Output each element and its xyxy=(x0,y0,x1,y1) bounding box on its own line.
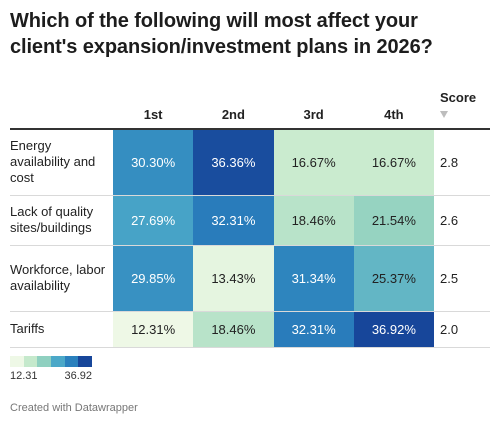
score-cell: 2.8 xyxy=(440,154,459,170)
row-label: Workforce, labor availability xyxy=(10,262,106,293)
legend-swatch xyxy=(51,356,65,367)
legend-swatch xyxy=(23,356,38,367)
column-header-1st: 1st xyxy=(143,107,163,122)
sort-arrow-icon[interactable] xyxy=(440,111,448,118)
heatmap-cell: 25.37% xyxy=(353,245,434,311)
heatmap-cell: 32.31% xyxy=(193,195,274,245)
heatmap-cell: 31.34% xyxy=(273,245,354,311)
heatmap-body: Energy availability and cost 30.30% 36.36%… xyxy=(10,129,490,347)
score-header-label: Score xyxy=(440,90,477,105)
table-row: Workforce, labor availability 29.85% 13.43… xyxy=(10,245,490,311)
footer-credit: Created with Datawrapper xyxy=(10,402,138,414)
legend-labels: 12.31 36.92 xyxy=(10,370,92,384)
heatmap-cell: 36.36% xyxy=(193,129,274,195)
table-row: Lack of quality sites/buildings 27.69% 32.… xyxy=(10,195,490,245)
heatmap-cell: 32.31% xyxy=(273,311,354,347)
score-cell: 2.6 xyxy=(440,212,459,228)
table-row: Tariffs 12.31% 18.46% 32.31% 36.92% 2.0 xyxy=(10,311,490,347)
heatmap-cell: 21.54% xyxy=(353,195,434,245)
score-cell: 2.5 xyxy=(440,270,459,286)
legend-swatch xyxy=(37,356,52,367)
heatmap-cell: 16.67% xyxy=(353,129,434,195)
row-label: Energy availability and cost xyxy=(10,138,96,186)
column-header-2nd: 2nd xyxy=(221,107,245,122)
heatmap-cell: 12.31% xyxy=(113,311,194,347)
legend-swatch xyxy=(64,356,79,367)
row-label: Tariffs xyxy=(10,321,45,336)
legend-swatch xyxy=(10,356,24,367)
heatmap-cell: 16.67% xyxy=(273,129,354,195)
legend-gradient xyxy=(10,356,93,367)
score-column-header[interactable]: Score xyxy=(434,90,490,129)
heatmap-table: 1st 2nd 3rd 4th Score Energy availabilit… xyxy=(10,90,490,348)
heatmap-cell: 29.85% xyxy=(113,245,194,311)
heatmap-cell: 18.46% xyxy=(273,195,354,245)
row-label-header xyxy=(10,90,113,129)
color-legend: 12.31 36.92 xyxy=(10,356,93,384)
heatmap-cell: 18.46% xyxy=(193,311,274,347)
legend-swatch xyxy=(78,356,93,367)
score-cell: 2.0 xyxy=(440,321,459,337)
column-header-4th: 4th xyxy=(384,107,404,122)
legend-max-label: 36.92 xyxy=(64,370,92,382)
legend-min-label: 12.31 xyxy=(10,370,38,382)
header-row: 1st 2nd 3rd 4th Score xyxy=(10,90,490,129)
table-row: Energy availability and cost 30.30% 36.36%… xyxy=(10,129,490,195)
heatmap-cell: 36.92% xyxy=(353,311,434,347)
heatmap-cell: 27.69% xyxy=(113,195,194,245)
row-label: Lack of quality sites/buildings xyxy=(10,204,94,235)
heatmap-cell: 13.43% xyxy=(193,245,274,311)
chart-title: Which of the following will most affect … xyxy=(10,10,433,58)
heatmap-cell: 30.30% xyxy=(113,129,194,195)
column-header-3rd: 3rd xyxy=(303,107,324,122)
